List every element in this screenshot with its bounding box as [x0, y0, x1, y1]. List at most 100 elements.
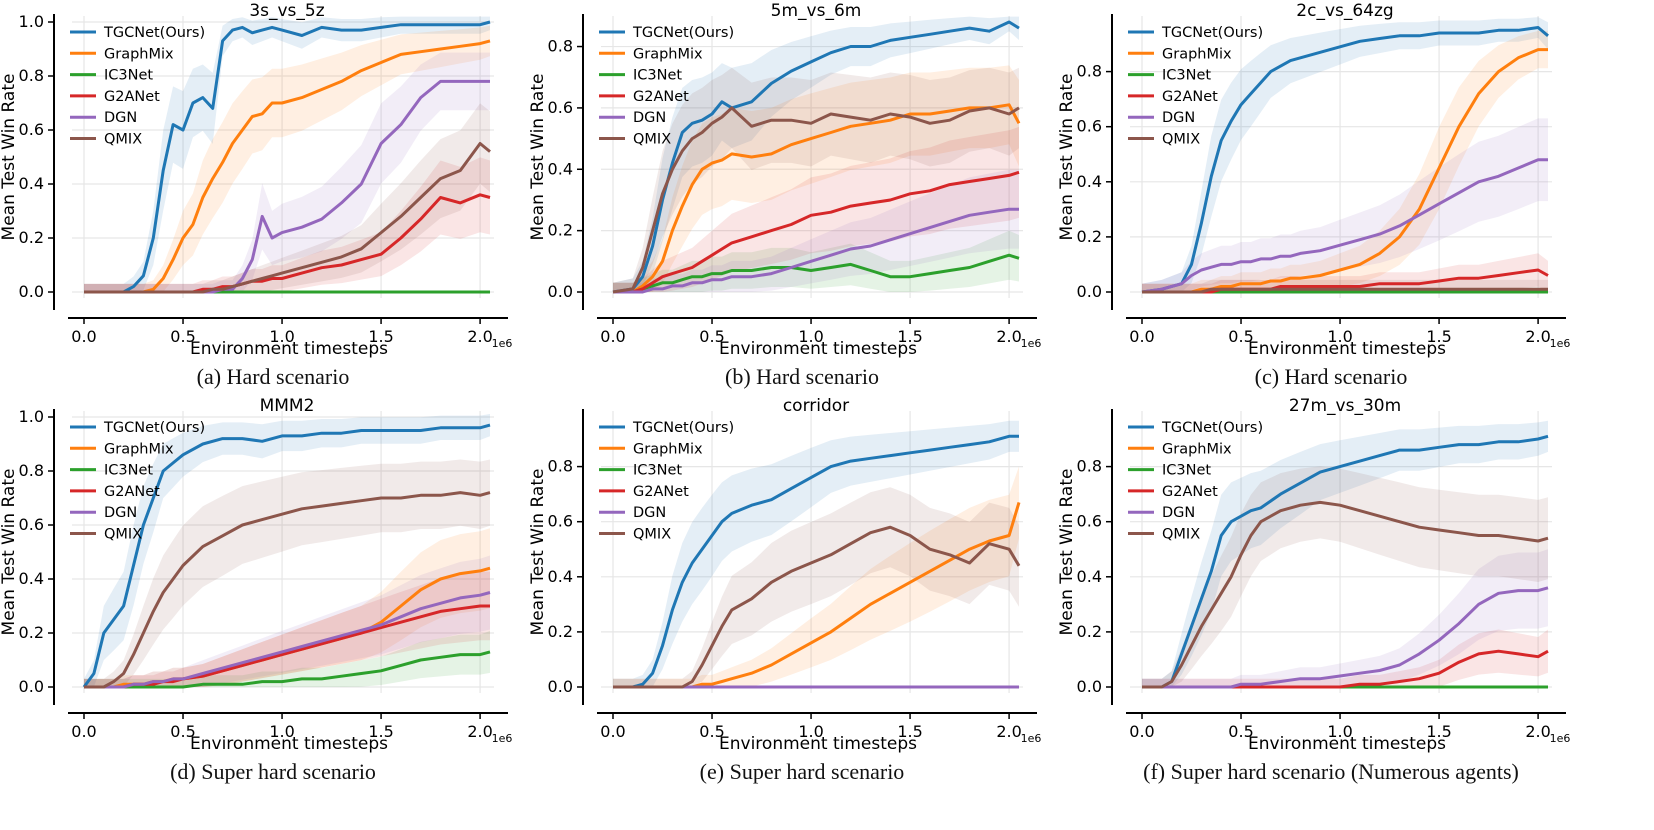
x-tick-label: 1.0 [269, 327, 294, 346]
x-multiplier: 1e6 [1550, 337, 1571, 350]
y-tick-label: 0.2 [548, 221, 573, 240]
legend-label-tgcnet-ours: TGCNet(Ours) [632, 420, 734, 436]
band-dgn [84, 52, 490, 292]
chart-title: 3s_vs_5z [249, 1, 324, 21]
series-line-graphmix [613, 103, 1021, 294]
legend-label-graphmix: GraphMix [633, 46, 703, 62]
y-tick-label: 0.8 [19, 461, 44, 480]
y-tick-label: 0.6 [548, 512, 573, 531]
x-tick-label: 2.0 [996, 327, 1021, 346]
y-tick-label: 0.0 [548, 282, 573, 301]
series-line-dgn [1142, 586, 1549, 689]
x-tick-label: 2.0 [996, 722, 1021, 741]
band-tgcnet-ours [613, 16, 1019, 292]
y-tick-label: 0.4 [548, 567, 573, 586]
series-line-tgcnet-ours [1142, 434, 1549, 689]
legend-label-g2anet: G2ANet [633, 89, 689, 105]
series-line-tgcnet-ours [82, 423, 491, 688]
y-tick-label: 0.4 [1077, 567, 1102, 586]
legend-label-g2anet: G2ANet [104, 89, 160, 105]
x-axis-label: Environment timesteps [1248, 734, 1446, 754]
series-line-qmix [1142, 287, 1548, 294]
series-line-graphmix [84, 39, 491, 294]
series-line-qmix [613, 525, 1021, 689]
band-graphmix [84, 25, 490, 292]
y-tick-label: 1.0 [19, 407, 44, 426]
x-tick-label: 2.0 [467, 327, 492, 346]
band-qmix [84, 459, 490, 687]
band-g2anet [1142, 629, 1548, 687]
x-tick-label: 1.5 [368, 327, 393, 346]
legend-label-dgn: DGN [633, 505, 666, 521]
legend-label-dgn: DGN [104, 505, 137, 521]
x-tick-label: 0.5 [170, 327, 195, 346]
legend-label-tgcnet-ours: TGCNet(Ours) [1161, 25, 1263, 41]
legend-label-g2anet: G2ANet [1162, 89, 1218, 105]
x-tick-label: 1.0 [269, 722, 294, 741]
x-tick-label: 2.0 [467, 722, 492, 741]
y-tick-label: 0.4 [19, 569, 44, 588]
y-tick-label: 0.2 [19, 623, 44, 642]
chart-c: 0.0 0.5 1.0 1.5 2.0 0.0 0.2 0.4 0.6 0.8 2c_vs_64zg… [1057, 1, 1571, 359]
x-axis-label: Environment timesteps [190, 339, 388, 359]
x-axis-label: Environment timesteps [1248, 339, 1446, 359]
y-tick-label: 0.8 [548, 457, 573, 476]
y-tick-label: 0.6 [1077, 512, 1102, 531]
panel-f: 0.0 0.5 1.0 1.5 2.0 0.0 0.2 0.4 0.6 0.8 27m_vs_30m… [1057, 395, 1604, 810]
x-multiplier: 1e6 [1021, 337, 1042, 350]
x-tick-label: 0.0 [71, 327, 96, 346]
series-line-dgn [613, 207, 1019, 294]
panel-e: 0.0 0.5 1.0 1.5 2.0 0.0 0.2 0.4 0.6 0.8 corridor En… [528, 395, 1075, 810]
y-tick-label: 0.8 [1077, 457, 1102, 476]
band-dgn [1142, 549, 1548, 687]
y-axis-label: Mean Test Win Rate [1057, 469, 1077, 636]
caption-a: (a) Hard scenario [196, 364, 350, 389]
y-tick-label: 0.2 [1077, 622, 1102, 641]
chart-b: 0.0 0.5 1.0 1.5 2.0 0.0 0.2 0.4 0.6 0.8 5m_vs_6m En… [528, 1, 1042, 359]
legend-label-qmix: QMIX [1162, 132, 1200, 148]
panel-b: 0.0 0.5 1.0 1.5 2.0 0.0 0.2 0.4 0.6 0.8 5m_vs_6m En… [528, 0, 1075, 415]
x-multiplier: 1e6 [1550, 732, 1571, 745]
x-tick-label: 0.0 [1129, 722, 1154, 741]
x-axis-label: Environment timesteps [719, 339, 917, 359]
series-line-tgcnet-ours [84, 20, 491, 294]
legend-label-tgcnet-ours: TGCNet(Ours) [103, 420, 205, 436]
x-tick-label: 1.0 [1327, 722, 1352, 741]
y-tick-label: 0.4 [19, 174, 44, 193]
panel-a: 0.0 0.5 1.0 1.5 2.0 0.0 0.2 0.4 0.6 0.8 1.0 3s_vs_5… [0, 0, 546, 415]
legend-label-ic3net: IC3Net [1162, 463, 1211, 479]
y-tick-label: 0.0 [1077, 282, 1102, 301]
y-tick-label: 0.4 [548, 159, 573, 178]
chart-f: 0.0 0.5 1.0 1.5 2.0 0.0 0.2 0.4 0.6 0.8 27m_vs_30m… [1057, 396, 1571, 754]
band-graphmix [1142, 30, 1548, 293]
legend-label-graphmix: GraphMix [1162, 441, 1232, 457]
band-tgcnet-ours [1142, 420, 1548, 687]
x-tick-label: 0.0 [1129, 327, 1154, 346]
caption-f: (f) Super hard scenario (Numerous agents… [1143, 759, 1519, 784]
caption-d: (d) Super hard scenario [170, 759, 376, 784]
legend-label-ic3net: IC3Net [633, 463, 682, 479]
y-tick-label: 0.6 [19, 515, 44, 534]
series-line-qmix [612, 106, 1020, 294]
y-tick-label: 0.6 [19, 120, 44, 139]
series-line-qmix [1142, 500, 1549, 689]
band-qmix [84, 103, 490, 293]
y-tick-label: 0.0 [1077, 677, 1102, 696]
legend-label-qmix: QMIX [1162, 527, 1200, 543]
legend-label-dgn: DGN [104, 110, 137, 126]
y-axis-label: Mean Test Win Rate [0, 469, 19, 636]
x-tick-label: 0.0 [71, 722, 96, 741]
y-axis-label: Mean Test Win Rate [528, 469, 548, 636]
x-tick-label: 0.5 [1228, 722, 1253, 741]
y-tick-label: 0.2 [548, 622, 573, 641]
series-line-g2anet [613, 170, 1020, 294]
caption-c: (c) Hard scenario [1254, 364, 1408, 389]
legend-label-ic3net: IC3Net [104, 68, 153, 84]
series-line-qmix [84, 142, 491, 294]
chart-title: MMM2 [260, 396, 315, 416]
series-line-dgn [84, 591, 491, 689]
x-tick-label: 0.5 [170, 722, 195, 741]
x-axis-label: Environment timesteps [719, 734, 917, 754]
band-tgcnet-ours [1142, 17, 1548, 292]
